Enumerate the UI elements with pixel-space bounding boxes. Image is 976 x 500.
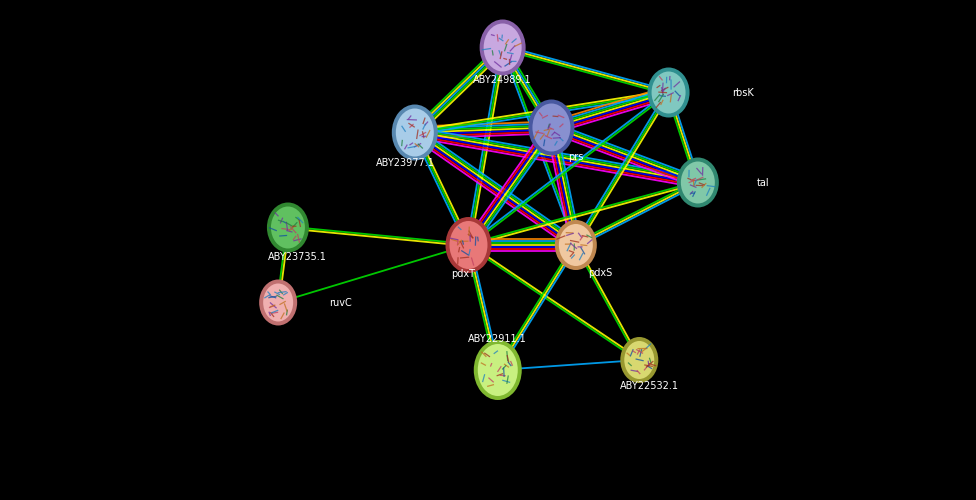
Ellipse shape <box>559 224 592 266</box>
Text: rbsK: rbsK <box>732 88 753 98</box>
Ellipse shape <box>264 284 293 322</box>
Ellipse shape <box>681 162 714 203</box>
Ellipse shape <box>484 24 521 72</box>
Text: prs: prs <box>568 152 584 162</box>
Ellipse shape <box>625 341 654 379</box>
Text: ABY24989.1: ABY24989.1 <box>473 75 532 85</box>
Ellipse shape <box>450 221 487 269</box>
Ellipse shape <box>445 217 492 273</box>
Text: ABY23977.1: ABY23977.1 <box>376 158 434 168</box>
Ellipse shape <box>676 158 719 208</box>
Text: ruvC: ruvC <box>329 298 351 308</box>
Text: ABY22532.1: ABY22532.1 <box>620 381 678 391</box>
Ellipse shape <box>260 280 297 326</box>
Ellipse shape <box>391 104 438 160</box>
Ellipse shape <box>479 20 526 76</box>
Text: ABY22911.1: ABY22911.1 <box>468 334 527 344</box>
Ellipse shape <box>266 202 309 252</box>
Ellipse shape <box>528 100 575 156</box>
Text: tal: tal <box>756 178 769 188</box>
Ellipse shape <box>554 220 597 270</box>
Ellipse shape <box>621 337 658 383</box>
Ellipse shape <box>271 206 305 248</box>
Ellipse shape <box>473 340 522 400</box>
Ellipse shape <box>533 104 570 152</box>
Ellipse shape <box>396 108 433 156</box>
Text: ABY23735.1: ABY23735.1 <box>268 252 327 262</box>
Ellipse shape <box>647 68 690 117</box>
Ellipse shape <box>478 344 517 396</box>
Text: pdxT: pdxT <box>452 269 475 279</box>
Text: pdxS: pdxS <box>589 268 612 278</box>
Ellipse shape <box>652 72 685 114</box>
